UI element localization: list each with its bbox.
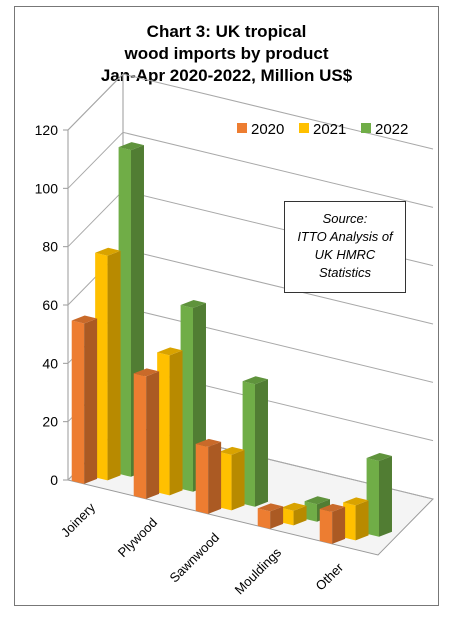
bar-front-face xyxy=(180,305,193,492)
x-tick-label-mouldings: Mouldings xyxy=(232,544,285,597)
gridline xyxy=(122,248,434,325)
legend-label-2021: 2021 xyxy=(313,121,346,138)
bar-top-face xyxy=(304,496,330,505)
source-line-3: UK HMRC xyxy=(314,247,376,262)
bar-top-face xyxy=(95,247,121,256)
y-tick-label: 40 xyxy=(42,355,58,371)
bar-plywood-2020 xyxy=(133,368,160,499)
bar-side-face xyxy=(169,350,183,496)
legend: 2020 2021 2022 xyxy=(237,121,408,138)
bar-front-face xyxy=(343,502,356,541)
x-tick-label-joinery: Joinery xyxy=(58,499,99,540)
y-tick-label: 20 xyxy=(42,414,58,430)
source-line-2: ITTO Analysis of xyxy=(297,229,393,244)
chart-title: Chart 3: UK tropical wood imports by pro… xyxy=(15,21,438,87)
bar-joinery-2020 xyxy=(71,315,98,484)
bar-sawnwood-2022 xyxy=(242,376,268,507)
bar-other-2022 xyxy=(366,452,392,537)
bar-joinery-2021 xyxy=(95,247,121,481)
bar-top-face xyxy=(366,452,392,461)
source-line-1: Source: xyxy=(322,211,368,226)
bar-side-face xyxy=(231,449,245,511)
legend-label-2022: 2022 xyxy=(375,121,408,138)
bar-top-face xyxy=(257,503,284,512)
title-line-1: Chart 3: UK tropical xyxy=(146,22,307,41)
bar-top-face xyxy=(281,502,307,511)
x-tick-label-plywood: Plywood xyxy=(115,515,160,560)
bar-layer xyxy=(71,142,392,544)
bar-side-face xyxy=(146,371,160,499)
bar-side-face xyxy=(208,441,222,514)
title-line-2: wood imports by product xyxy=(124,44,329,63)
bar-side-face xyxy=(293,505,307,526)
bar-side-face xyxy=(107,250,121,481)
bar-front-face xyxy=(304,501,317,522)
bar-other-2020 xyxy=(319,503,346,544)
legend-swatch-2021 xyxy=(299,123,309,133)
legend-swatch-2022 xyxy=(361,123,371,133)
bar-sawnwood-2020 xyxy=(195,438,222,514)
side-gridline xyxy=(67,131,124,189)
bar-top-face xyxy=(343,497,369,506)
y-axis-ticks: 0 20 40 60 80 100 120 xyxy=(35,122,59,488)
gridline xyxy=(122,73,434,150)
legend-label-2020: 2020 xyxy=(251,121,284,138)
bar-sawnwood-2021 xyxy=(219,446,245,511)
y-tick-label: 120 xyxy=(35,122,59,138)
bar-side-face xyxy=(270,506,284,529)
bar-front-face xyxy=(157,352,170,496)
y-tick-label: 60 xyxy=(42,297,58,313)
bar-plywood-2021 xyxy=(157,347,183,496)
x-tick-label-sawnwood: Sawnwood xyxy=(167,530,223,586)
y-tick-label: 100 xyxy=(35,180,59,196)
side-gridline xyxy=(67,190,124,248)
bar-top-face xyxy=(319,503,346,512)
bar-top-face xyxy=(195,438,222,447)
bar-top-face xyxy=(133,368,160,377)
bar-top-face xyxy=(71,315,98,324)
bar-front-face xyxy=(366,457,379,537)
bar-top-face xyxy=(118,142,144,151)
legend-swatch-2020 xyxy=(237,123,247,133)
gridline xyxy=(122,131,434,208)
side-gridline xyxy=(67,73,124,131)
bar-side-face xyxy=(355,500,369,541)
bar-front-face xyxy=(118,147,131,477)
bar-other-2021 xyxy=(343,497,369,541)
bar-top-face xyxy=(180,300,206,309)
bar-side-face xyxy=(332,506,346,544)
bar-side-face xyxy=(84,318,98,484)
bar-top-face xyxy=(242,376,268,385)
bar-side-face xyxy=(378,455,392,537)
bar-mouldings-2020 xyxy=(257,503,284,529)
bar-front-face xyxy=(242,381,255,507)
bar-front-face xyxy=(195,443,209,514)
x-tick-label-other: Other xyxy=(313,559,347,593)
bar-front-face xyxy=(219,451,232,511)
y-tick-label: 80 xyxy=(42,239,58,255)
title-line-3: Jan-Apr 2020-2022, Million US$ xyxy=(100,66,353,85)
bar-front-face xyxy=(257,508,271,529)
y-tick-label: 0 xyxy=(50,472,58,488)
bar-top-face xyxy=(157,347,183,356)
bar-front-face xyxy=(319,508,333,544)
bar-mouldings-2021 xyxy=(281,502,307,526)
source-line-4: Statistics xyxy=(318,265,371,280)
bar-side-face xyxy=(254,379,268,507)
source-note: Source: ITTO Analysis of UK HMRC Statist… xyxy=(284,201,406,293)
gridline xyxy=(122,306,434,383)
bar-front-face xyxy=(133,373,147,499)
bar-front-face xyxy=(95,252,108,481)
bar-top-face xyxy=(219,446,245,455)
bar-front-face xyxy=(71,320,85,484)
bar-front-face xyxy=(281,507,294,526)
